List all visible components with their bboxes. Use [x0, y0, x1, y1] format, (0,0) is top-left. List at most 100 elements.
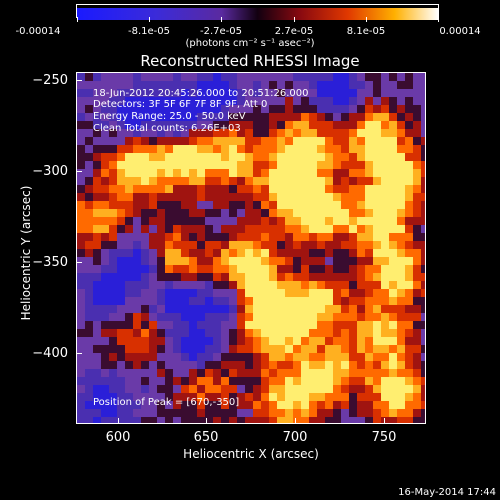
image-pixel [109, 153, 117, 161]
image-pixel [277, 169, 285, 177]
x-tick-label: 750 [371, 430, 397, 445]
image-pixel [101, 289, 109, 297]
image-pixel [309, 121, 317, 129]
image-pixel [285, 161, 293, 169]
image-pixel [141, 177, 149, 185]
image-pixel [205, 353, 213, 361]
image-pixel [157, 257, 165, 265]
image-pixel [397, 137, 405, 145]
image-pixel [381, 273, 389, 281]
image-pixel [389, 409, 397, 417]
image-pixel [405, 305, 413, 313]
image-pixel [373, 337, 381, 345]
image-pixel [357, 337, 365, 345]
image-pixel [109, 369, 117, 377]
image-pixel [333, 409, 341, 417]
image-pixel [149, 113, 157, 121]
image-pixel [197, 161, 205, 169]
image-pixel [173, 409, 181, 417]
image-pixel [301, 321, 309, 329]
image-pixel [373, 113, 381, 121]
image-pixel [189, 265, 197, 273]
image-pixel [205, 201, 213, 209]
image-pixel [293, 369, 301, 377]
image-pixel [197, 273, 205, 281]
image-pixel [389, 393, 397, 401]
image-pixel [125, 409, 133, 417]
image-pixel [413, 321, 421, 329]
image-pixel [301, 121, 309, 129]
image-pixel [149, 193, 157, 201]
image-pixel [229, 305, 237, 313]
image-pixel [229, 377, 237, 385]
image-pixel [269, 249, 277, 257]
image-pixel [333, 353, 341, 361]
image-pixel [125, 361, 133, 369]
image-pixel [85, 273, 93, 281]
image-pixel [325, 329, 333, 337]
image-pixel [173, 97, 181, 105]
image-pixel [93, 225, 101, 233]
image-pixel [253, 145, 261, 153]
image-pixel [341, 81, 349, 89]
image-pixel [125, 113, 133, 121]
image-pixel [141, 185, 149, 193]
image-pixel [413, 401, 421, 409]
image-pixel [213, 273, 221, 281]
image-pixel [357, 377, 365, 385]
image-pixel [269, 177, 277, 185]
image-pixel [109, 225, 117, 233]
image-pixel [293, 225, 301, 233]
image-pixel [117, 121, 125, 129]
image-pixel [117, 233, 125, 241]
image-pixel [285, 193, 293, 201]
image-pixel [309, 321, 317, 329]
image-pixel [173, 361, 181, 369]
image-pixel [285, 281, 293, 289]
image-pixel [325, 81, 333, 89]
image-pixel [389, 297, 397, 305]
image-pixel [93, 281, 101, 289]
image-pixel [93, 257, 101, 265]
image-pixel [405, 321, 413, 329]
image-pixel [117, 353, 125, 361]
image-pixel [373, 193, 381, 201]
image-pixel [397, 385, 405, 393]
image-pixel [285, 217, 293, 225]
image-pixel [397, 369, 405, 377]
image-pixel [333, 289, 341, 297]
image-pixel [301, 353, 309, 361]
image-pixel [181, 233, 189, 241]
image-pixel [101, 97, 109, 105]
image-pixel [133, 73, 141, 81]
image-pixel [341, 377, 349, 385]
energy-range-annotation: Energy Range: 25.0 - 50.0 keV [93, 111, 246, 122]
image-pixel [373, 201, 381, 209]
image-pixel [253, 393, 261, 401]
image-pixel [189, 417, 197, 423]
image-pixel [341, 385, 349, 393]
image-pixel [389, 209, 397, 217]
image-pixel [309, 105, 317, 113]
image-pixel [133, 417, 141, 423]
image-pixel [317, 81, 325, 89]
image-pixel [133, 241, 141, 249]
image-pixel [405, 385, 413, 393]
image-pixel [397, 121, 405, 129]
image-pixel [397, 257, 405, 265]
image-pixel [301, 241, 309, 249]
image-pixel [197, 73, 205, 81]
image-pixel [93, 289, 101, 297]
image-pixel [221, 209, 229, 217]
image-pixel [189, 409, 197, 417]
image-pixel [165, 393, 173, 401]
image-pixel [269, 329, 277, 337]
image-pixel [341, 337, 349, 345]
image-pixel [181, 97, 189, 105]
image-pixel [165, 129, 173, 137]
image-pixel [141, 241, 149, 249]
image-pixel [221, 89, 229, 97]
image-pixel [189, 297, 197, 305]
image-pixel [405, 401, 413, 409]
image-pixel [245, 113, 253, 121]
